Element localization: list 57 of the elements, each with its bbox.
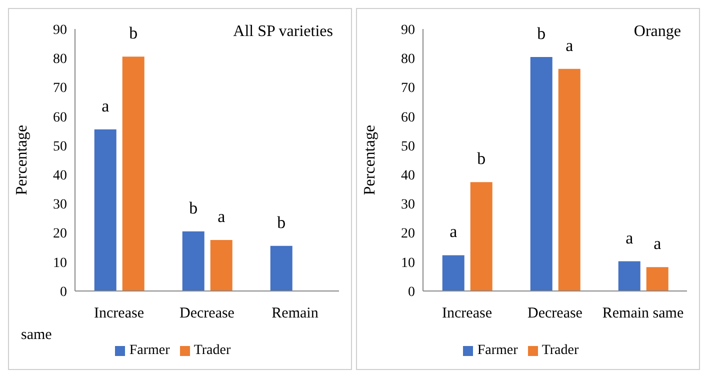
y-tick-label: 80 (401, 52, 415, 68)
legend-label: Trader (542, 343, 579, 358)
y-tick-label: 30 (53, 198, 67, 213)
bar (210, 240, 232, 291)
chart-title: Orange (634, 23, 681, 41)
text: same (21, 327, 52, 344)
bar (530, 56, 552, 291)
data-label: a (102, 96, 110, 116)
y-tick-label: 80 (53, 52, 67, 68)
y-tick-label: 90 (53, 22, 67, 38)
y-tick-label: 0 (60, 284, 67, 300)
data-label: b (277, 212, 286, 232)
legend-label: Farmer (129, 343, 170, 358)
bar (122, 56, 144, 291)
x-tick-label: Decrease (180, 306, 235, 322)
data-label: b (129, 24, 138, 43)
x-tick-label: Remain (272, 306, 319, 322)
bar (558, 68, 580, 291)
y-tick-label: 50 (401, 139, 415, 154)
y-tick-label: 50 (53, 139, 67, 154)
data-label: a (626, 228, 634, 248)
y-tick-label: 0 (408, 284, 415, 300)
y-axis-title: Percentage (362, 124, 379, 196)
data-label: a (218, 207, 226, 226)
data-label: b (477, 149, 486, 168)
chart-title: All SP varieties (233, 23, 333, 41)
bar (470, 182, 492, 291)
bar (94, 129, 116, 291)
bar (270, 246, 292, 291)
x-tick-label: Decrease (528, 306, 583, 322)
data-label: a (566, 36, 574, 55)
y-tick-label: 40 (401, 168, 415, 184)
bar (442, 255, 464, 291)
data-label: a (654, 234, 662, 254)
bar (182, 231, 204, 291)
legend-label: Farmer (477, 343, 518, 358)
y-axis-title: Percentage (14, 124, 31, 196)
data-label: a (450, 222, 458, 242)
x-tick-label: Increase (94, 306, 144, 322)
data-label: b (537, 24, 546, 43)
y-tick-label: 40 (53, 168, 67, 184)
bar (618, 261, 640, 291)
y-tick-label: 20 (401, 226, 415, 242)
y-tick-label: 10 (53, 256, 67, 271)
y-tick-label: 70 (53, 81, 67, 96)
y-tick-label: 60 (53, 110, 67, 126)
x-tick-label: Remain same (602, 306, 684, 322)
y-tick-label: 70 (401, 81, 415, 96)
y-tick-label: 20 (53, 226, 67, 242)
data-label: b (189, 198, 198, 218)
x-tick-label: Increase (442, 306, 492, 322)
y-tick-label: 90 (401, 22, 415, 38)
y-tick-label: 60 (401, 110, 415, 126)
legend-label: Trader (194, 343, 231, 358)
bar (646, 267, 668, 291)
y-tick-label: 10 (401, 256, 415, 271)
y-tick-label: 30 (401, 198, 415, 213)
